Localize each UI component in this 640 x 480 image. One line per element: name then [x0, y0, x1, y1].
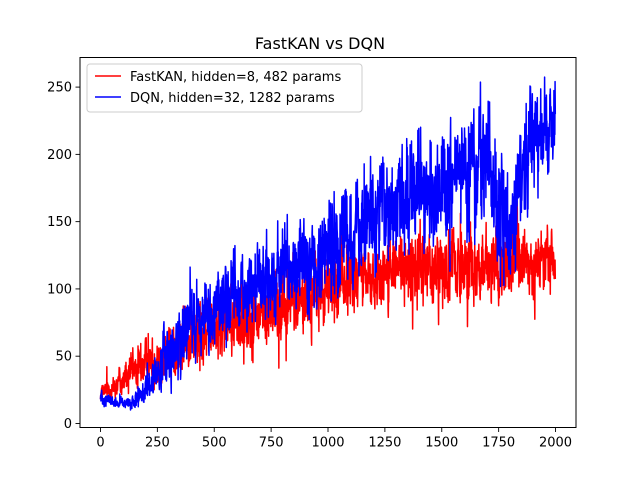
- y-tick-label: 100: [47, 282, 72, 297]
- series-line-dqn: [99, 76, 557, 411]
- legend-label-dqn: DQN, hidden=32, 1282 params: [130, 91, 335, 106]
- x-tick-label: 1500: [425, 436, 458, 451]
- chart-title: FastKAN vs DQN: [255, 34, 385, 53]
- legend-label-fastkan: FastKAN, hidden=8, 482 params: [130, 70, 341, 85]
- x-tick-label: 750: [259, 436, 284, 451]
- y-tick-label: 50: [55, 350, 72, 365]
- series-layer: [99, 76, 557, 411]
- y-tick-label: 0: [64, 417, 72, 432]
- x-tick-label: 1750: [482, 436, 515, 451]
- x-tick-label: 250: [145, 436, 170, 451]
- x-tick-label: 1000: [311, 436, 344, 451]
- x-tick-label: 2000: [539, 436, 572, 451]
- legend-box: [86, 63, 363, 113]
- x-tick-label: 1250: [368, 436, 401, 451]
- x-axis: 0 250 500 750 1000 1250 1500 1750 2000: [96, 427, 572, 451]
- y-tick-label: 200: [47, 148, 72, 163]
- x-tick-label: 500: [202, 436, 227, 451]
- x-tick-label: 0: [96, 436, 104, 451]
- y-tick-label: 250: [47, 81, 72, 96]
- legend: FastKAN, hidden=8, 482 params DQN, hidde…: [86, 63, 363, 113]
- y-tick-label: 150: [47, 215, 72, 230]
- y-axis: 0 50 100 150 200 250: [47, 81, 80, 432]
